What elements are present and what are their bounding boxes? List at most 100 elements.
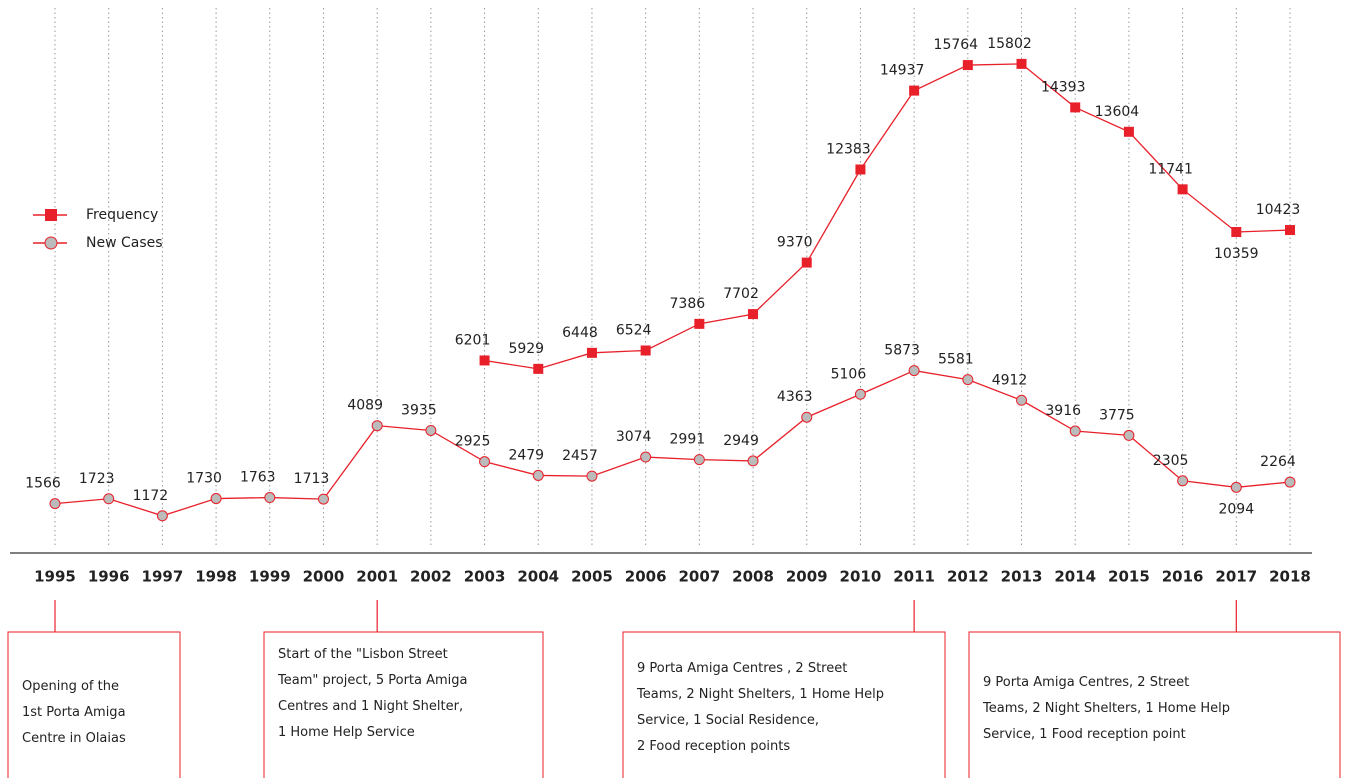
annotation-text: 1 Home Help Service <box>278 725 415 740</box>
x-tick-label: 2011 <box>893 568 935 586</box>
series-line <box>54 369 1291 517</box>
marker <box>1177 184 1188 195</box>
marker <box>532 469 544 481</box>
annotation-box <box>263 631 544 778</box>
value-label: 11741 <box>1148 161 1193 177</box>
x-tick-label: 2016 <box>1162 568 1204 586</box>
x-tick-label: 1998 <box>195 568 237 586</box>
annotation-text: 9 Porta Amiga Centres , 2 Street <box>637 661 847 676</box>
marker <box>640 345 651 356</box>
marker <box>1016 394 1028 406</box>
x-tick-label: 2000 <box>303 568 345 586</box>
x-tick-label: 2008 <box>732 568 774 586</box>
value-label: 2094 <box>1218 501 1254 517</box>
marker <box>210 493 222 505</box>
marker <box>694 318 705 329</box>
legend-label: New Cases <box>86 235 163 251</box>
value-label: 13604 <box>1095 104 1140 120</box>
marker <box>371 420 383 432</box>
x-tick-label: 2017 <box>1215 568 1257 586</box>
value-label: 15802 <box>987 36 1032 52</box>
marker <box>693 454 705 466</box>
x-tick-label: 1997 <box>142 568 184 586</box>
annotation-text: Service, 1 Food reception point <box>983 727 1186 742</box>
x-tick-label: 2013 <box>1001 568 1043 586</box>
marker <box>1177 475 1189 487</box>
series-line <box>484 63 1291 370</box>
legend-marker <box>44 236 58 250</box>
marker <box>1285 225 1295 236</box>
value-label: 5106 <box>831 366 867 382</box>
value-label: 4363 <box>777 389 813 405</box>
marker <box>103 493 115 505</box>
annotation-text: Service, 1 Social Residence, <box>637 713 819 728</box>
x-tick-label: 2006 <box>625 568 667 586</box>
value-label: 10423 <box>1256 202 1301 218</box>
value-label: 2949 <box>723 433 759 449</box>
marker <box>1123 429 1135 441</box>
value-label: 3916 <box>1045 403 1081 419</box>
value-label: 5581 <box>938 352 974 368</box>
value-label: 3074 <box>616 429 652 445</box>
legend-marker <box>45 209 57 221</box>
value-label: 1172 <box>133 488 169 504</box>
annotation-text: Centres and 1 Night Shelter, <box>278 699 463 714</box>
value-label: 1730 <box>186 471 222 487</box>
x-tick-label: 1995 <box>34 568 76 586</box>
value-label: 6201 <box>455 332 491 348</box>
value-label: 14393 <box>1041 79 1086 95</box>
annotation-box <box>7 631 181 778</box>
marker <box>1069 425 1081 437</box>
value-label: 10359 <box>1214 246 1259 262</box>
value-label: 4912 <box>992 372 1028 388</box>
marker <box>479 355 490 366</box>
marker <box>854 388 866 400</box>
x-tick-label: 2010 <box>840 568 882 586</box>
value-label: 6448 <box>562 325 598 341</box>
value-label: 1763 <box>240 470 276 486</box>
x-tick-label: 1996 <box>88 568 130 586</box>
marker <box>908 365 920 377</box>
value-label: 1723 <box>79 471 115 487</box>
value-label: 3935 <box>401 402 437 418</box>
marker <box>1230 481 1242 493</box>
marker <box>640 451 652 463</box>
marker <box>317 493 329 505</box>
marker <box>1016 58 1027 69</box>
value-label: 2305 <box>1153 453 1189 469</box>
value-label: 2479 <box>508 447 544 463</box>
x-tick-label: 2001 <box>356 568 398 586</box>
value-label: 2925 <box>455 434 491 450</box>
marker <box>533 363 544 374</box>
x-tick-label: 2005 <box>571 568 613 586</box>
value-label: 1566 <box>25 476 61 492</box>
x-tick-label: 2018 <box>1269 568 1311 586</box>
marker <box>1231 227 1242 238</box>
annotation-text: Start of the "Lisbon Street <box>278 647 448 662</box>
value-label: 2991 <box>670 432 706 448</box>
marker <box>479 456 491 468</box>
value-label: 3775 <box>1099 407 1135 423</box>
marker <box>909 85 920 96</box>
marker <box>49 498 61 510</box>
value-label: 5873 <box>884 343 920 359</box>
annotation-text: Teams, 2 Night Shelters, 1 Home Help <box>636 687 884 702</box>
value-label: 7386 <box>670 296 706 312</box>
x-tick-label: 2007 <box>678 568 720 586</box>
marker <box>1123 126 1134 137</box>
value-label: 15764 <box>934 37 979 53</box>
marker <box>855 164 866 175</box>
value-label: 2264 <box>1260 454 1296 470</box>
x-tick-label: 2003 <box>464 568 506 586</box>
annotation-box <box>622 631 946 778</box>
marker <box>586 470 598 482</box>
annotation-text: Opening of the <box>22 679 119 694</box>
x-tick-label: 2009 <box>786 568 828 586</box>
marker <box>801 257 812 268</box>
value-label: 7702 <box>723 286 759 302</box>
marker <box>156 510 168 522</box>
marker <box>264 492 276 504</box>
marker <box>962 60 973 71</box>
annotation-text: Team" project, 5 Porta Amiga <box>277 673 468 688</box>
